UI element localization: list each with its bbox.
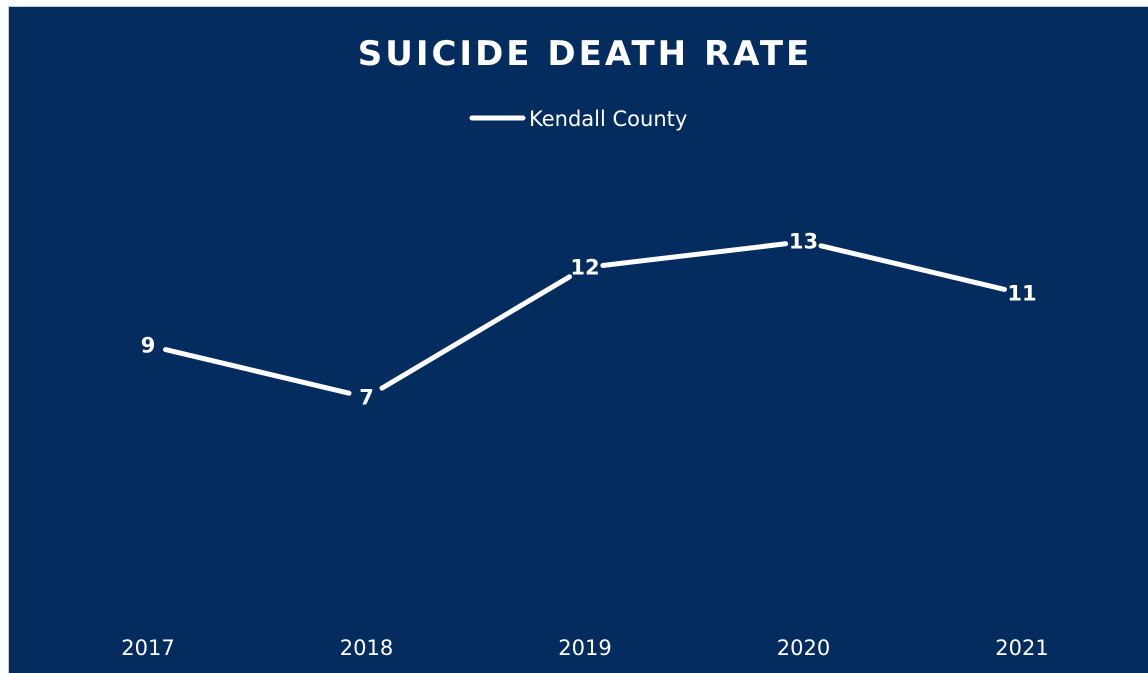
x-tick-label-2017: 2017 <box>121 636 174 660</box>
data-label-2017: 9 <box>141 333 156 357</box>
data-labels: 9 7 12 13 11 <box>141 230 1037 410</box>
series-line-segment <box>600 241 789 268</box>
data-label-2021: 11 <box>1007 282 1036 306</box>
legend-label: Kendall County <box>529 107 687 131</box>
series-line-segment <box>379 274 573 391</box>
x-tick-label-2020: 2020 <box>777 636 830 660</box>
chart: SUICIDE DEATH RATE Kendall County 9 7 12 13… <box>9 7 1148 673</box>
x-axis-tick-labels: 2017 2018 2019 2020 2021 <box>121 636 1048 660</box>
chart-title: SUICIDE DEATH RATE <box>358 34 813 74</box>
series-line-segment <box>163 347 352 396</box>
series-line-segment <box>818 243 1007 292</box>
x-tick-label-2019: 2019 <box>558 636 611 660</box>
drop-lines <box>146 258 1024 615</box>
data-label-2018: 7 <box>359 385 374 409</box>
data-label-2020: 13 <box>789 230 818 254</box>
data-label-2019: 12 <box>570 256 599 280</box>
chart-background <box>9 7 1148 673</box>
x-tick-label-2018: 2018 <box>340 636 393 660</box>
x-tick-label-2021: 2021 <box>995 636 1048 660</box>
series-line-segments <box>163 241 1007 396</box>
legend: Kendall County <box>469 107 687 131</box>
